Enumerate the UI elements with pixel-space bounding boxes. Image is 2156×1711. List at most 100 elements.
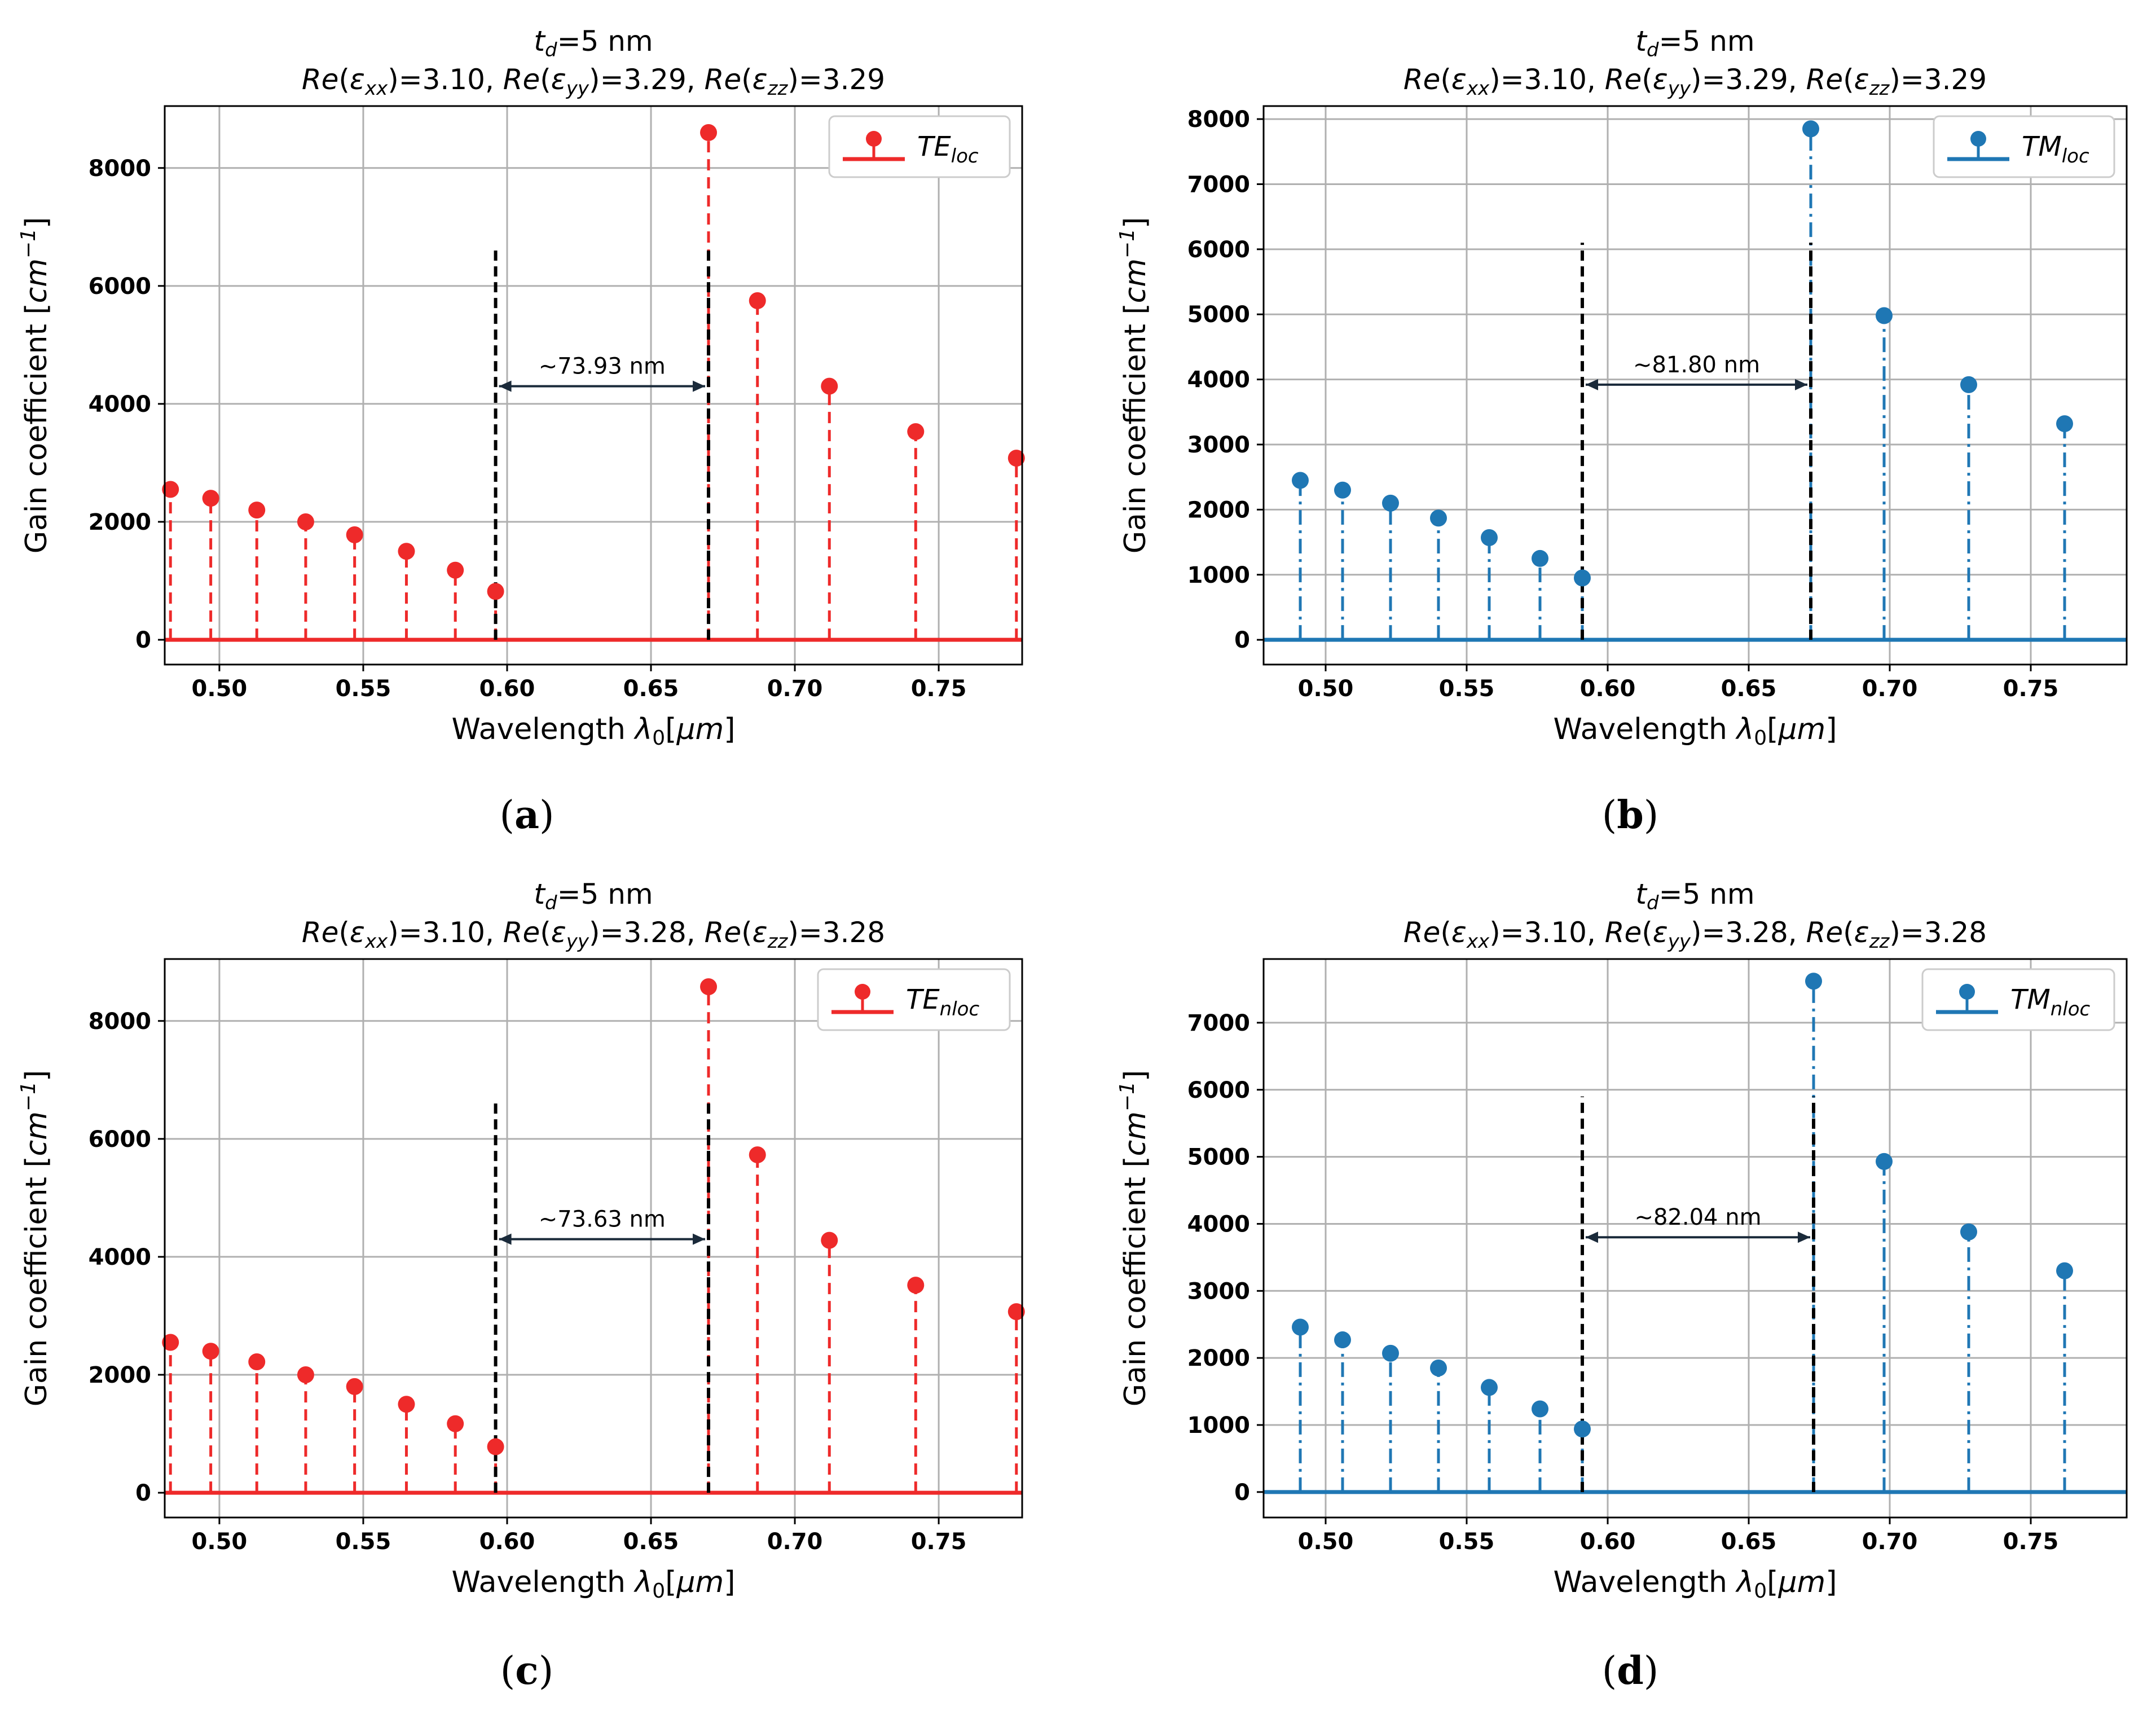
legend-label: TMnloc xyxy=(2010,984,2091,1021)
panel-caption: (a) xyxy=(499,793,554,838)
stem-marker xyxy=(297,1366,314,1384)
chart-title: td=5 nm xyxy=(1635,25,1754,61)
plot-area xyxy=(165,133,1022,642)
chart-subtitle: Re(εxx)=3.10, Re(εyy)=3.29, Re(εzz)=3.29 xyxy=(1403,63,1987,100)
stem-marker xyxy=(1292,472,1309,489)
y-tick-label: 6000 xyxy=(89,274,151,300)
stem-marker xyxy=(398,1396,415,1413)
annotation-arrowhead-left xyxy=(499,380,512,392)
legend-swatch-marker xyxy=(1959,984,1975,1000)
legend-swatch-marker xyxy=(866,131,882,147)
stem-marker xyxy=(749,1146,766,1164)
legend-label: TMloc xyxy=(2022,131,2089,168)
stem-marker xyxy=(700,978,718,996)
stem-marker xyxy=(907,423,925,441)
x-tick-label: 0.70 xyxy=(1862,676,1918,702)
chart-title: td=5 nm xyxy=(1635,878,1754,914)
annotation-arrowhead-right xyxy=(1798,1231,1810,1243)
legend-swatch-marker xyxy=(1970,131,1986,147)
y-tick-label: 8000 xyxy=(89,1009,151,1035)
y-tick-label: 0 xyxy=(135,1480,151,1506)
stem-marker xyxy=(1481,1379,1498,1396)
y-axis-label: Gain coefficient [cm−1] xyxy=(17,217,54,554)
stem-marker xyxy=(1382,494,1399,512)
stem-marker xyxy=(1334,481,1351,499)
stem-marker xyxy=(907,1277,925,1294)
plot-area xyxy=(1264,981,2127,1494)
chart-subtitle: Re(εxx)=3.10, Re(εyy)=3.28, Re(εzz)=3.28 xyxy=(1403,916,1987,953)
stem-marker xyxy=(162,481,179,498)
stem-marker xyxy=(1960,1223,1977,1241)
stem-marker xyxy=(1574,1420,1591,1438)
stem-marker xyxy=(700,124,718,142)
stem-marker xyxy=(821,1231,838,1249)
stem-marker xyxy=(2056,1262,2073,1279)
x-axis-label: Wavelength λ0[μm] xyxy=(451,1565,735,1603)
annotation-label: ~82.04 nm xyxy=(1634,1204,1761,1230)
x-tick-label: 0.65 xyxy=(1721,676,1777,702)
legend-box xyxy=(1921,968,2115,1031)
stem-marker xyxy=(202,1343,219,1360)
stem-marker xyxy=(1876,1153,1893,1170)
stem-marker xyxy=(1007,450,1025,467)
y-tick-label: 5000 xyxy=(1187,1145,1250,1171)
chart-title: td=5 nm xyxy=(534,878,653,914)
stem-marker xyxy=(1876,307,1893,324)
stem-marker xyxy=(1430,509,1447,527)
y-tick-label: 2000 xyxy=(1187,1345,1250,1371)
x-tick-label: 0.60 xyxy=(479,1529,535,1555)
stem-marker xyxy=(1382,1344,1399,1362)
annotation-label: ~73.93 nm xyxy=(539,354,666,380)
y-tick-label: 4000 xyxy=(89,392,151,417)
y-tick-label: 7000 xyxy=(1187,171,1250,197)
stem-marker xyxy=(1292,1318,1309,1336)
y-axis-label: Gain coefficient [cm−1] xyxy=(1116,217,1152,554)
annotation-arrowhead-left xyxy=(1586,1231,1598,1243)
x-axis-label: Wavelength λ0[μm] xyxy=(451,712,735,750)
legend-label: TEloc xyxy=(917,131,979,168)
x-tick-label: 0.75 xyxy=(911,1529,967,1555)
stem-marker xyxy=(1430,1359,1447,1376)
y-tick-label: 6000 xyxy=(1187,237,1250,263)
y-tick-label: 4000 xyxy=(1187,1211,1250,1237)
stem-marker xyxy=(202,490,219,507)
y-tick-label: 2000 xyxy=(89,1362,151,1388)
stem-marker xyxy=(1334,1331,1351,1349)
stem-marker xyxy=(1574,569,1591,587)
annotation-label: ~81.80 nm xyxy=(1633,352,1760,378)
x-tick-label: 0.50 xyxy=(1298,676,1354,702)
chart-subtitle: Re(εxx)=3.10, Re(εyy)=3.28, Re(εzz)=3.28 xyxy=(302,916,885,953)
chart-subtitle: Re(εxx)=3.10, Re(εyy)=3.29, Re(εzz)=3.29 xyxy=(302,63,885,100)
y-tick-label: 2000 xyxy=(89,509,151,535)
stem-marker xyxy=(1802,120,1819,138)
stem-marker xyxy=(821,377,838,395)
x-tick-label: 0.70 xyxy=(1862,1529,1918,1555)
x-tick-label: 0.55 xyxy=(1439,676,1495,702)
y-tick-label: 6000 xyxy=(1187,1077,1250,1103)
x-tick-label: 0.65 xyxy=(623,676,679,702)
x-tick-label: 0.50 xyxy=(192,1529,248,1555)
y-tick-label: 0 xyxy=(1234,1480,1250,1506)
x-tick-label: 0.60 xyxy=(1580,1529,1636,1555)
x-tick-label: 0.55 xyxy=(336,676,391,702)
stem-marker xyxy=(1481,529,1498,546)
plot-area xyxy=(165,987,1022,1495)
y-tick-label: 1000 xyxy=(1187,1413,1250,1439)
x-tick-label: 0.65 xyxy=(623,1529,679,1555)
annotation-arrowhead-left xyxy=(499,1233,512,1245)
annotation-label: ~73.63 nm xyxy=(539,1207,666,1233)
legend-swatch-marker xyxy=(855,984,870,1000)
y-tick-label: 3000 xyxy=(1187,1278,1250,1304)
y-tick-label: 7000 xyxy=(1187,1010,1250,1036)
annotation-arrowhead-right xyxy=(693,1233,706,1245)
x-tick-label: 0.70 xyxy=(767,676,823,702)
x-tick-label: 0.50 xyxy=(192,676,248,702)
stem-marker xyxy=(1007,1303,1025,1321)
legend-box xyxy=(817,968,1011,1031)
annotation-arrowhead-right xyxy=(693,380,706,392)
